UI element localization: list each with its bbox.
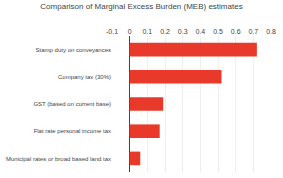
svg-text:0.6: 0.6 (231, 28, 241, 35)
svg-text:0.7: 0.7 (248, 28, 258, 35)
svg-text:Flat rate personal income tax: Flat rate personal income tax (34, 128, 111, 134)
svg-text:-0.1: -0.1 (106, 28, 118, 35)
svg-text:0.4: 0.4 (195, 28, 205, 35)
svg-text:0.2: 0.2 (160, 28, 170, 35)
svg-text:0.8: 0.8 (266, 28, 276, 35)
svg-text:GST (based on current base): GST (based on current base) (33, 101, 111, 107)
svg-text:Municipal rates or broad based: Municipal rates or broad based land tax (6, 156, 111, 162)
svg-text:Stamp duty on conveyances: Stamp duty on conveyances (36, 47, 111, 53)
svg-text:0.5: 0.5 (213, 28, 223, 35)
svg-text:0.3: 0.3 (178, 28, 188, 35)
svg-text:0: 0 (128, 28, 132, 35)
svg-text:Comparison of Marginal Excess: Comparison of Marginal Excess Burden (ME… (40, 2, 242, 11)
svg-text:0.1: 0.1 (142, 28, 152, 35)
svg-text:Company tax (30%): Company tax (30%) (58, 74, 111, 80)
